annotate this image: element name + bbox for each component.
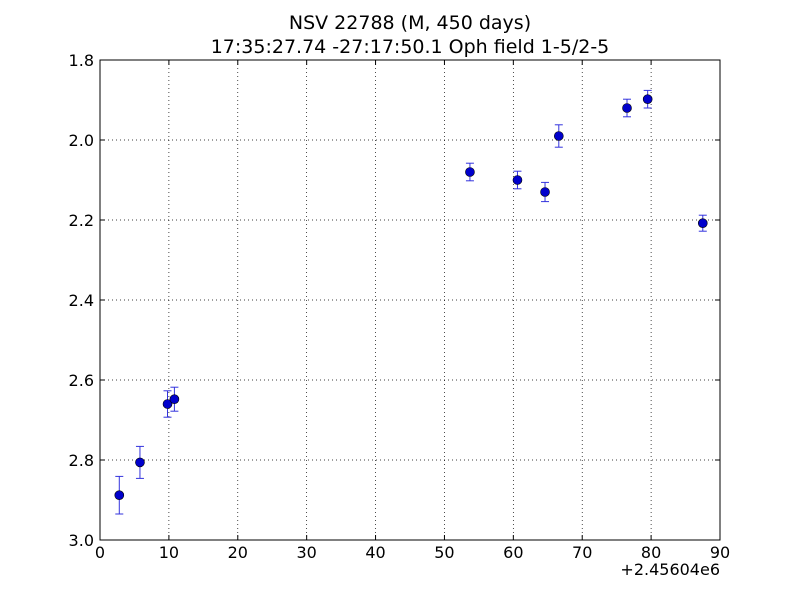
y-tick-label: 2.8 bbox=[69, 451, 94, 470]
x-tick-label: 70 bbox=[572, 543, 592, 562]
y-tick-label: 2.6 bbox=[69, 371, 94, 390]
data-point bbox=[135, 457, 145, 468]
data-point bbox=[465, 167, 475, 177]
data-point bbox=[114, 490, 125, 501]
y-tick-label: 2.0 bbox=[69, 131, 94, 150]
error-bars bbox=[115, 89, 707, 515]
data-point bbox=[512, 175, 523, 185]
tick-labels: 0 10 20 30 40 50 60 70 80 90 1.8 2.0 2.2 2.4 2.6 2.8 3.0 bbox=[69, 51, 731, 562]
y-tick-label: 1.8 bbox=[69, 51, 94, 70]
data-point bbox=[540, 187, 550, 197]
x-tick-label: 0 bbox=[95, 543, 105, 562]
x-offset-label: +2.45604e6 bbox=[620, 560, 720, 579]
x-tick-label: 50 bbox=[434, 543, 454, 562]
x-tick-label: 10 bbox=[159, 543, 179, 562]
x-tick-label: 80 bbox=[641, 543, 661, 562]
chart-subtitle: 17:35:27.74 -27:17:50.1 Oph field 1-5/2-… bbox=[211, 36, 610, 58]
plot-frame bbox=[99, 59, 721, 541]
y-tick-label: 2.2 bbox=[69, 211, 94, 230]
y-tick-label: 3.0 bbox=[69, 531, 94, 550]
data-point bbox=[169, 394, 180, 405]
data-point bbox=[697, 218, 708, 228]
data-points bbox=[114, 94, 708, 501]
data-point bbox=[642, 94, 653, 104]
x-tick-label: 40 bbox=[365, 543, 385, 562]
x-tick-label: 90 bbox=[710, 543, 730, 562]
x-tick-label: 30 bbox=[296, 543, 316, 562]
y-tick-label: 2.4 bbox=[69, 291, 94, 310]
chart-title: NSV 22788 (M, 450 days) bbox=[289, 12, 531, 34]
x-tick-label: 20 bbox=[228, 543, 248, 562]
data-point bbox=[162, 399, 173, 409]
x-tick-label: 60 bbox=[503, 543, 523, 562]
data-point bbox=[553, 131, 564, 141]
grid-lines bbox=[100, 60, 720, 540]
data-point bbox=[622, 103, 632, 113]
